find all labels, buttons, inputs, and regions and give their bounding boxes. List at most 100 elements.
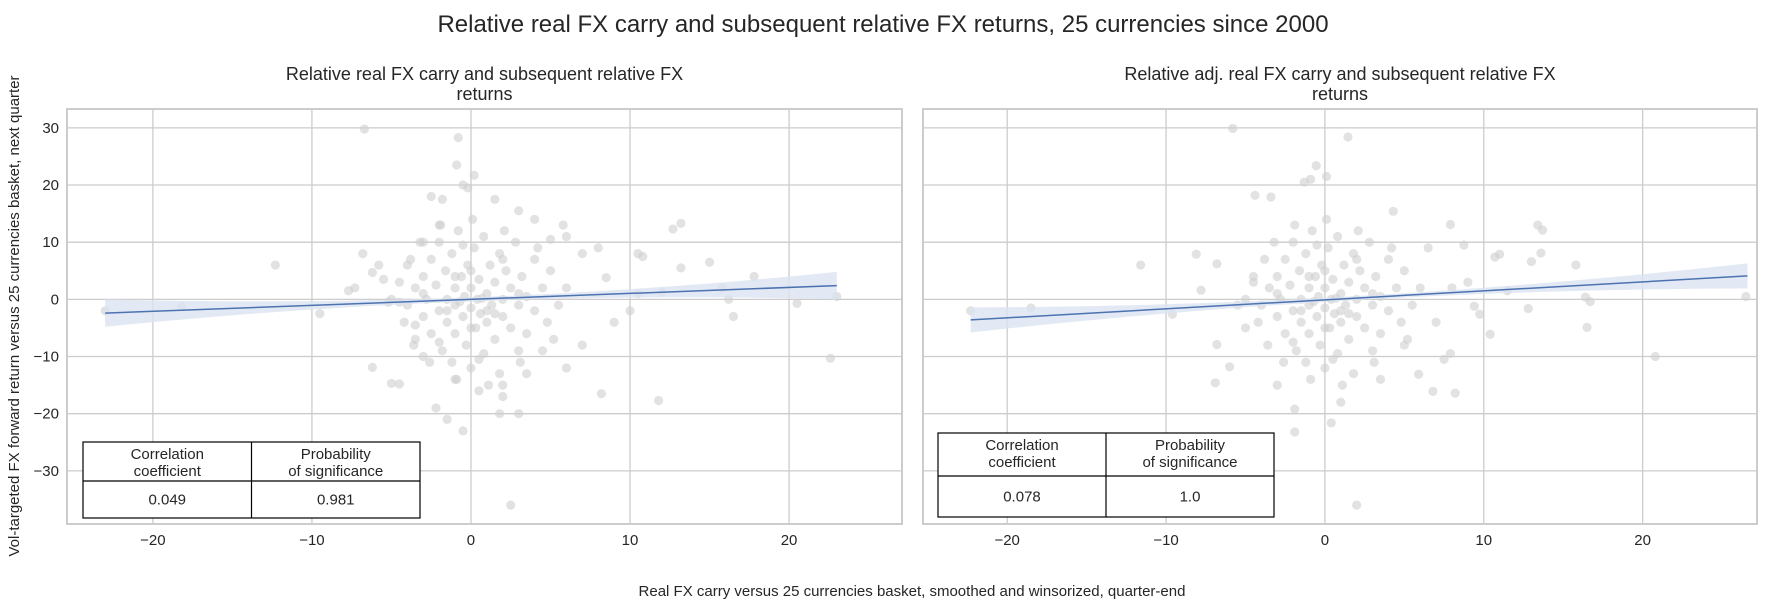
data-point bbox=[458, 426, 468, 436]
data-point bbox=[1280, 254, 1290, 264]
data-point bbox=[1445, 349, 1456, 359]
data-point bbox=[490, 334, 500, 344]
data-point bbox=[514, 346, 524, 356]
data-point bbox=[1582, 322, 1592, 332]
data-point bbox=[1459, 240, 1469, 250]
data-point bbox=[1388, 206, 1398, 216]
data-point bbox=[522, 329, 532, 339]
data-point bbox=[537, 283, 548, 293]
data-point bbox=[426, 254, 436, 264]
x-tick-label: 0 bbox=[1321, 532, 1329, 549]
data-point bbox=[1383, 306, 1394, 316]
data-point bbox=[1445, 219, 1456, 230]
data-point bbox=[1323, 243, 1333, 253]
data-point bbox=[1344, 334, 1354, 344]
plot-frame bbox=[66, 108, 903, 525]
data-point bbox=[1266, 192, 1276, 202]
data-point bbox=[434, 237, 444, 247]
data-point bbox=[453, 226, 463, 236]
data-point bbox=[1650, 351, 1660, 362]
data-point bbox=[426, 191, 436, 202]
data-point bbox=[561, 363, 572, 373]
data-point bbox=[1375, 329, 1386, 339]
y-tick-label: −30 bbox=[34, 463, 59, 480]
x-tick-label: −20 bbox=[994, 532, 1019, 549]
data-point bbox=[1352, 254, 1362, 264]
data-point bbox=[1272, 289, 1282, 299]
data-point bbox=[410, 283, 420, 293]
table-value-cell: 0.981 bbox=[317, 492, 355, 509]
data-point bbox=[1191, 249, 1201, 259]
y-tick-label: 20 bbox=[42, 177, 59, 194]
y-tick-label: 10 bbox=[42, 234, 59, 251]
data-point bbox=[453, 132, 463, 143]
data-point bbox=[1290, 427, 1300, 437]
data-point bbox=[1344, 277, 1354, 287]
table-header-cell: of significance bbox=[1142, 454, 1237, 471]
data-point bbox=[1391, 283, 1401, 293]
data-point bbox=[1423, 243, 1433, 253]
data-point bbox=[561, 283, 572, 293]
data-point bbox=[426, 329, 436, 339]
data-point bbox=[1279, 357, 1289, 367]
data-point bbox=[1353, 226, 1363, 236]
data-point bbox=[1336, 306, 1346, 316]
data-point bbox=[577, 249, 587, 259]
table-header-cell: Correlation bbox=[131, 446, 204, 463]
data-point bbox=[545, 266, 556, 276]
panel-title-line: Relative real FX carry and subsequent re… bbox=[286, 64, 683, 84]
data-point bbox=[1299, 177, 1309, 187]
data-point bbox=[1259, 254, 1270, 264]
data-point bbox=[434, 306, 444, 316]
data-point bbox=[418, 351, 428, 362]
data-point bbox=[466, 266, 476, 276]
data-point bbox=[728, 311, 739, 322]
data-point bbox=[1272, 311, 1282, 322]
data-point bbox=[350, 283, 360, 293]
data-point bbox=[1371, 271, 1381, 282]
data-point bbox=[1212, 259, 1222, 269]
data-point bbox=[676, 263, 686, 273]
table-header-cell: Correlation bbox=[985, 437, 1058, 454]
data-point bbox=[450, 329, 460, 339]
data-point bbox=[498, 380, 508, 390]
data-point bbox=[1312, 240, 1322, 250]
x-tick-label: 20 bbox=[781, 532, 798, 549]
data-point bbox=[1285, 280, 1295, 290]
data-point bbox=[495, 369, 505, 379]
data-point bbox=[1294, 266, 1305, 276]
data-point bbox=[458, 311, 468, 322]
data-point bbox=[825, 353, 836, 363]
data-point bbox=[537, 346, 548, 356]
data-point bbox=[1415, 283, 1425, 293]
data-point bbox=[1344, 309, 1354, 319]
data-point bbox=[469, 243, 479, 253]
data-point bbox=[482, 317, 492, 327]
data-point bbox=[358, 249, 368, 259]
data-point bbox=[1196, 285, 1206, 295]
data-point bbox=[593, 243, 603, 253]
data-point bbox=[1301, 249, 1311, 259]
data-point bbox=[1414, 369, 1424, 379]
table-value-cell: 1.0 bbox=[1180, 489, 1201, 506]
data-point bbox=[1336, 317, 1346, 327]
data-point bbox=[1304, 283, 1314, 293]
x-tick-label: 20 bbox=[1634, 532, 1651, 549]
data-point bbox=[482, 306, 492, 316]
x-tick-label: 0 bbox=[467, 532, 475, 549]
data-point bbox=[447, 249, 457, 259]
data-point bbox=[1407, 300, 1417, 310]
y-tick-label: 0 bbox=[51, 291, 59, 308]
data-point bbox=[1296, 306, 1306, 316]
data-point bbox=[1537, 225, 1548, 235]
data-point bbox=[1307, 226, 1317, 236]
data-point bbox=[418, 271, 428, 282]
data-point bbox=[1523, 303, 1533, 314]
data-point bbox=[530, 306, 540, 316]
table-header-cell: Probability bbox=[1155, 437, 1226, 454]
data-point bbox=[1336, 397, 1346, 407]
data-point bbox=[1387, 243, 1397, 253]
table-header-cell: of significance bbox=[288, 463, 383, 480]
data-point bbox=[506, 283, 516, 293]
data-point bbox=[1304, 271, 1314, 282]
